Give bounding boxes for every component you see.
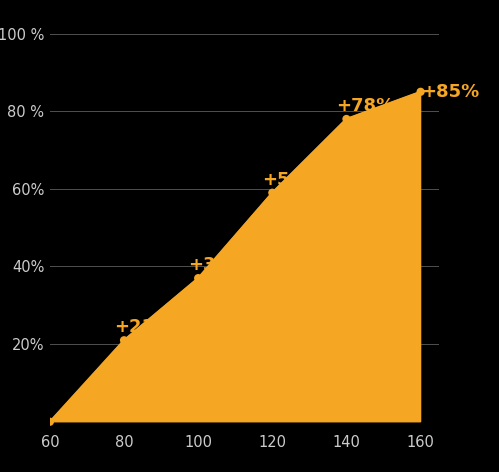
Point <box>342 115 350 123</box>
Point <box>417 88 425 95</box>
Point <box>46 418 54 426</box>
Text: +21%: +21% <box>114 318 172 337</box>
Point <box>268 189 276 196</box>
Text: +85%: +85% <box>421 83 480 101</box>
Text: +59%: +59% <box>262 171 320 189</box>
Text: +37%: +37% <box>188 256 246 274</box>
Polygon shape <box>50 92 421 422</box>
Point <box>120 337 128 344</box>
Text: +78%: +78% <box>336 97 394 115</box>
Point <box>194 274 202 282</box>
